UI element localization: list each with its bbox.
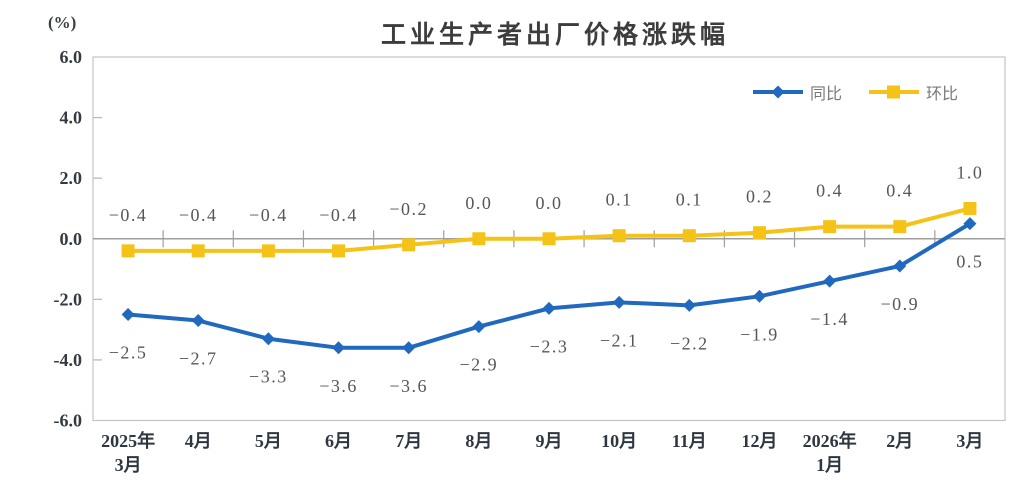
data-label-yoy: −3.6 bbox=[319, 376, 358, 396]
data-point-marker-mom bbox=[121, 244, 135, 258]
data-label-mom: −0.2 bbox=[389, 199, 428, 219]
y-axis-unit-label: (%) bbox=[48, 13, 77, 32]
data-label-yoy: −2.9 bbox=[460, 355, 499, 375]
data-point-marker-yoy bbox=[612, 295, 626, 309]
data-point-marker-yoy bbox=[402, 341, 416, 355]
data-point-marker-yoy bbox=[332, 341, 346, 355]
data-point-marker-mom bbox=[472, 232, 486, 246]
y-axis-tick-label: 2.0 bbox=[60, 168, 83, 188]
legend: 同比 环比 bbox=[752, 80, 958, 104]
data-label-mom: 0.4 bbox=[816, 181, 843, 201]
data-point-marker-yoy bbox=[752, 289, 766, 303]
legend-label-yoy: 同比 bbox=[810, 86, 843, 103]
x-axis-label: 12月 bbox=[741, 431, 777, 451]
data-label-yoy: −3.6 bbox=[389, 376, 428, 396]
data-point-marker-mom bbox=[612, 229, 626, 243]
data-point-marker-yoy bbox=[472, 320, 486, 334]
x-axis-label: 2月 bbox=[886, 431, 913, 451]
x-axis-label: 11月 bbox=[672, 431, 707, 451]
data-point-marker-mom bbox=[191, 244, 205, 258]
data-label-yoy: −2.3 bbox=[530, 336, 569, 356]
yoy-line-diamond-icon bbox=[753, 85, 803, 99]
data-point-marker-mom bbox=[963, 201, 977, 215]
data-label-mom: −0.4 bbox=[319, 205, 358, 225]
data-point-marker-yoy bbox=[121, 307, 135, 321]
data-label-yoy: −2.7 bbox=[179, 349, 218, 369]
data-label-mom: −0.4 bbox=[109, 205, 148, 225]
legend-item-mom: 环比 bbox=[868, 80, 958, 104]
x-axis-label: 4月 bbox=[185, 431, 212, 451]
data-label-mom: 1.0 bbox=[956, 162, 983, 182]
data-point-marker-mom bbox=[752, 226, 766, 240]
legend-label-mom: 环比 bbox=[926, 86, 959, 103]
data-label-mom: 0.2 bbox=[746, 187, 773, 207]
data-point-marker-mom bbox=[332, 244, 346, 258]
data-label-yoy: −2.5 bbox=[109, 342, 148, 362]
data-point-marker-yoy bbox=[191, 314, 205, 328]
x-axis-label: 1月 bbox=[816, 455, 843, 475]
data-point-marker-mom bbox=[261, 244, 275, 258]
x-axis-label: 10月 bbox=[601, 431, 637, 451]
data-label-mom: −0.4 bbox=[249, 205, 288, 225]
data-label-mom: 0.1 bbox=[676, 190, 703, 210]
data-label-yoy: −3.3 bbox=[249, 367, 288, 387]
data-point-marker-yoy bbox=[963, 217, 977, 231]
x-axis-label: 6月 bbox=[325, 431, 352, 451]
data-label-yoy: −1.9 bbox=[740, 324, 779, 344]
x-axis-label: 8月 bbox=[465, 431, 492, 451]
data-point-marker-yoy bbox=[893, 259, 907, 273]
data-label-yoy: −2.1 bbox=[600, 330, 639, 350]
y-axis-tick-label: -2.0 bbox=[54, 289, 83, 309]
data-point-marker-yoy bbox=[542, 301, 556, 315]
x-axis-label: 2025年 bbox=[101, 430, 155, 451]
x-axis-label: 3月 bbox=[956, 431, 983, 451]
legend-item-yoy: 同比 bbox=[752, 80, 842, 104]
x-axis-label: 9月 bbox=[536, 431, 563, 451]
data-point-marker-mom bbox=[823, 220, 837, 234]
data-label-yoy: 0.5 bbox=[956, 252, 983, 272]
data-label-yoy: −0.9 bbox=[880, 294, 919, 314]
data-label-yoy: −2.2 bbox=[670, 333, 709, 353]
x-axis-label: 7月 bbox=[395, 431, 422, 451]
data-label-mom: −0.4 bbox=[179, 205, 218, 225]
data-point-marker-mom bbox=[682, 229, 696, 243]
mom-line-square-icon bbox=[869, 85, 920, 99]
x-axis-label: 3月 bbox=[115, 455, 142, 475]
data-point-marker-mom bbox=[402, 238, 416, 252]
data-label-mom: 0.0 bbox=[536, 193, 563, 213]
y-axis-tick-label: 0.0 bbox=[60, 229, 83, 249]
y-axis-tick-label: 6.0 bbox=[60, 47, 83, 67]
data-point-marker-mom bbox=[893, 220, 907, 234]
y-axis-tick-label: 4.0 bbox=[60, 108, 83, 128]
data-label-mom: 0.4 bbox=[886, 181, 913, 201]
data-point-marker-yoy bbox=[682, 298, 696, 312]
x-axis-label: 5月 bbox=[255, 431, 282, 451]
data-point-marker-yoy bbox=[823, 274, 837, 288]
x-axis-label: 2026年 bbox=[803, 430, 857, 451]
data-point-marker-yoy bbox=[261, 332, 275, 346]
data-point-marker-mom bbox=[542, 232, 556, 246]
data-label-mom: 0.0 bbox=[465, 193, 492, 213]
y-axis-tick-label: -6.0 bbox=[54, 411, 83, 431]
data-label-mom: 0.1 bbox=[606, 190, 633, 210]
y-axis-tick-label: -4.0 bbox=[54, 350, 83, 370]
data-label-yoy: −1.4 bbox=[810, 309, 849, 329]
chart-title: 工业生产者出厂价格涨跌幅 bbox=[380, 21, 729, 49]
